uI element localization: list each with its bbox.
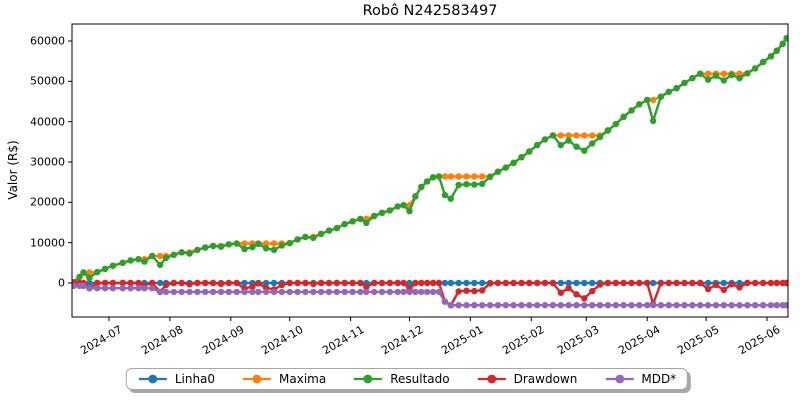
series-mdd xyxy=(72,282,788,309)
legend-item-resultado: Resultado xyxy=(353,372,450,386)
plot-border xyxy=(71,23,789,318)
legend-item-linha0: Linha0 xyxy=(138,372,215,386)
legend-label-linha0: Linha0 xyxy=(174,372,216,386)
legend-label-maxima: Maxima xyxy=(279,372,327,386)
series-drawdown xyxy=(72,279,788,309)
series-maxima xyxy=(72,35,788,286)
chart-title: Robô N242583497 xyxy=(362,3,498,19)
y-tick-label: 0 xyxy=(58,276,65,290)
line-marker-icon xyxy=(243,374,272,384)
legend-label-mdd: MDD* xyxy=(641,372,677,386)
y-tick-label: 10000 xyxy=(30,236,65,250)
legend-label-drawdown: Drawdown xyxy=(513,372,578,386)
y-tick-label: 50000 xyxy=(30,74,65,88)
legend: Linha0 Maxima Resultado Drawdown MDD* xyxy=(125,368,689,390)
y-tick-label: 30000 xyxy=(30,155,65,169)
y-tick-label: 20000 xyxy=(30,195,65,209)
series-resultado xyxy=(72,35,788,286)
legend-label-resultado: Resultado xyxy=(390,372,450,386)
legend-item-drawdown: Drawdown xyxy=(477,372,578,386)
y-tick-label: 60000 xyxy=(30,34,65,48)
legend-item-mdd: MDD* xyxy=(604,372,676,386)
line-marker-icon xyxy=(354,374,383,384)
line-marker-icon xyxy=(138,374,167,384)
y-tick-label: 40000 xyxy=(30,115,65,129)
axis-ticks xyxy=(68,40,768,321)
data-series-layer xyxy=(72,35,788,309)
legend-item-maxima: Maxima xyxy=(242,372,326,386)
line-marker-icon xyxy=(605,374,634,384)
line-marker-icon xyxy=(477,374,506,384)
